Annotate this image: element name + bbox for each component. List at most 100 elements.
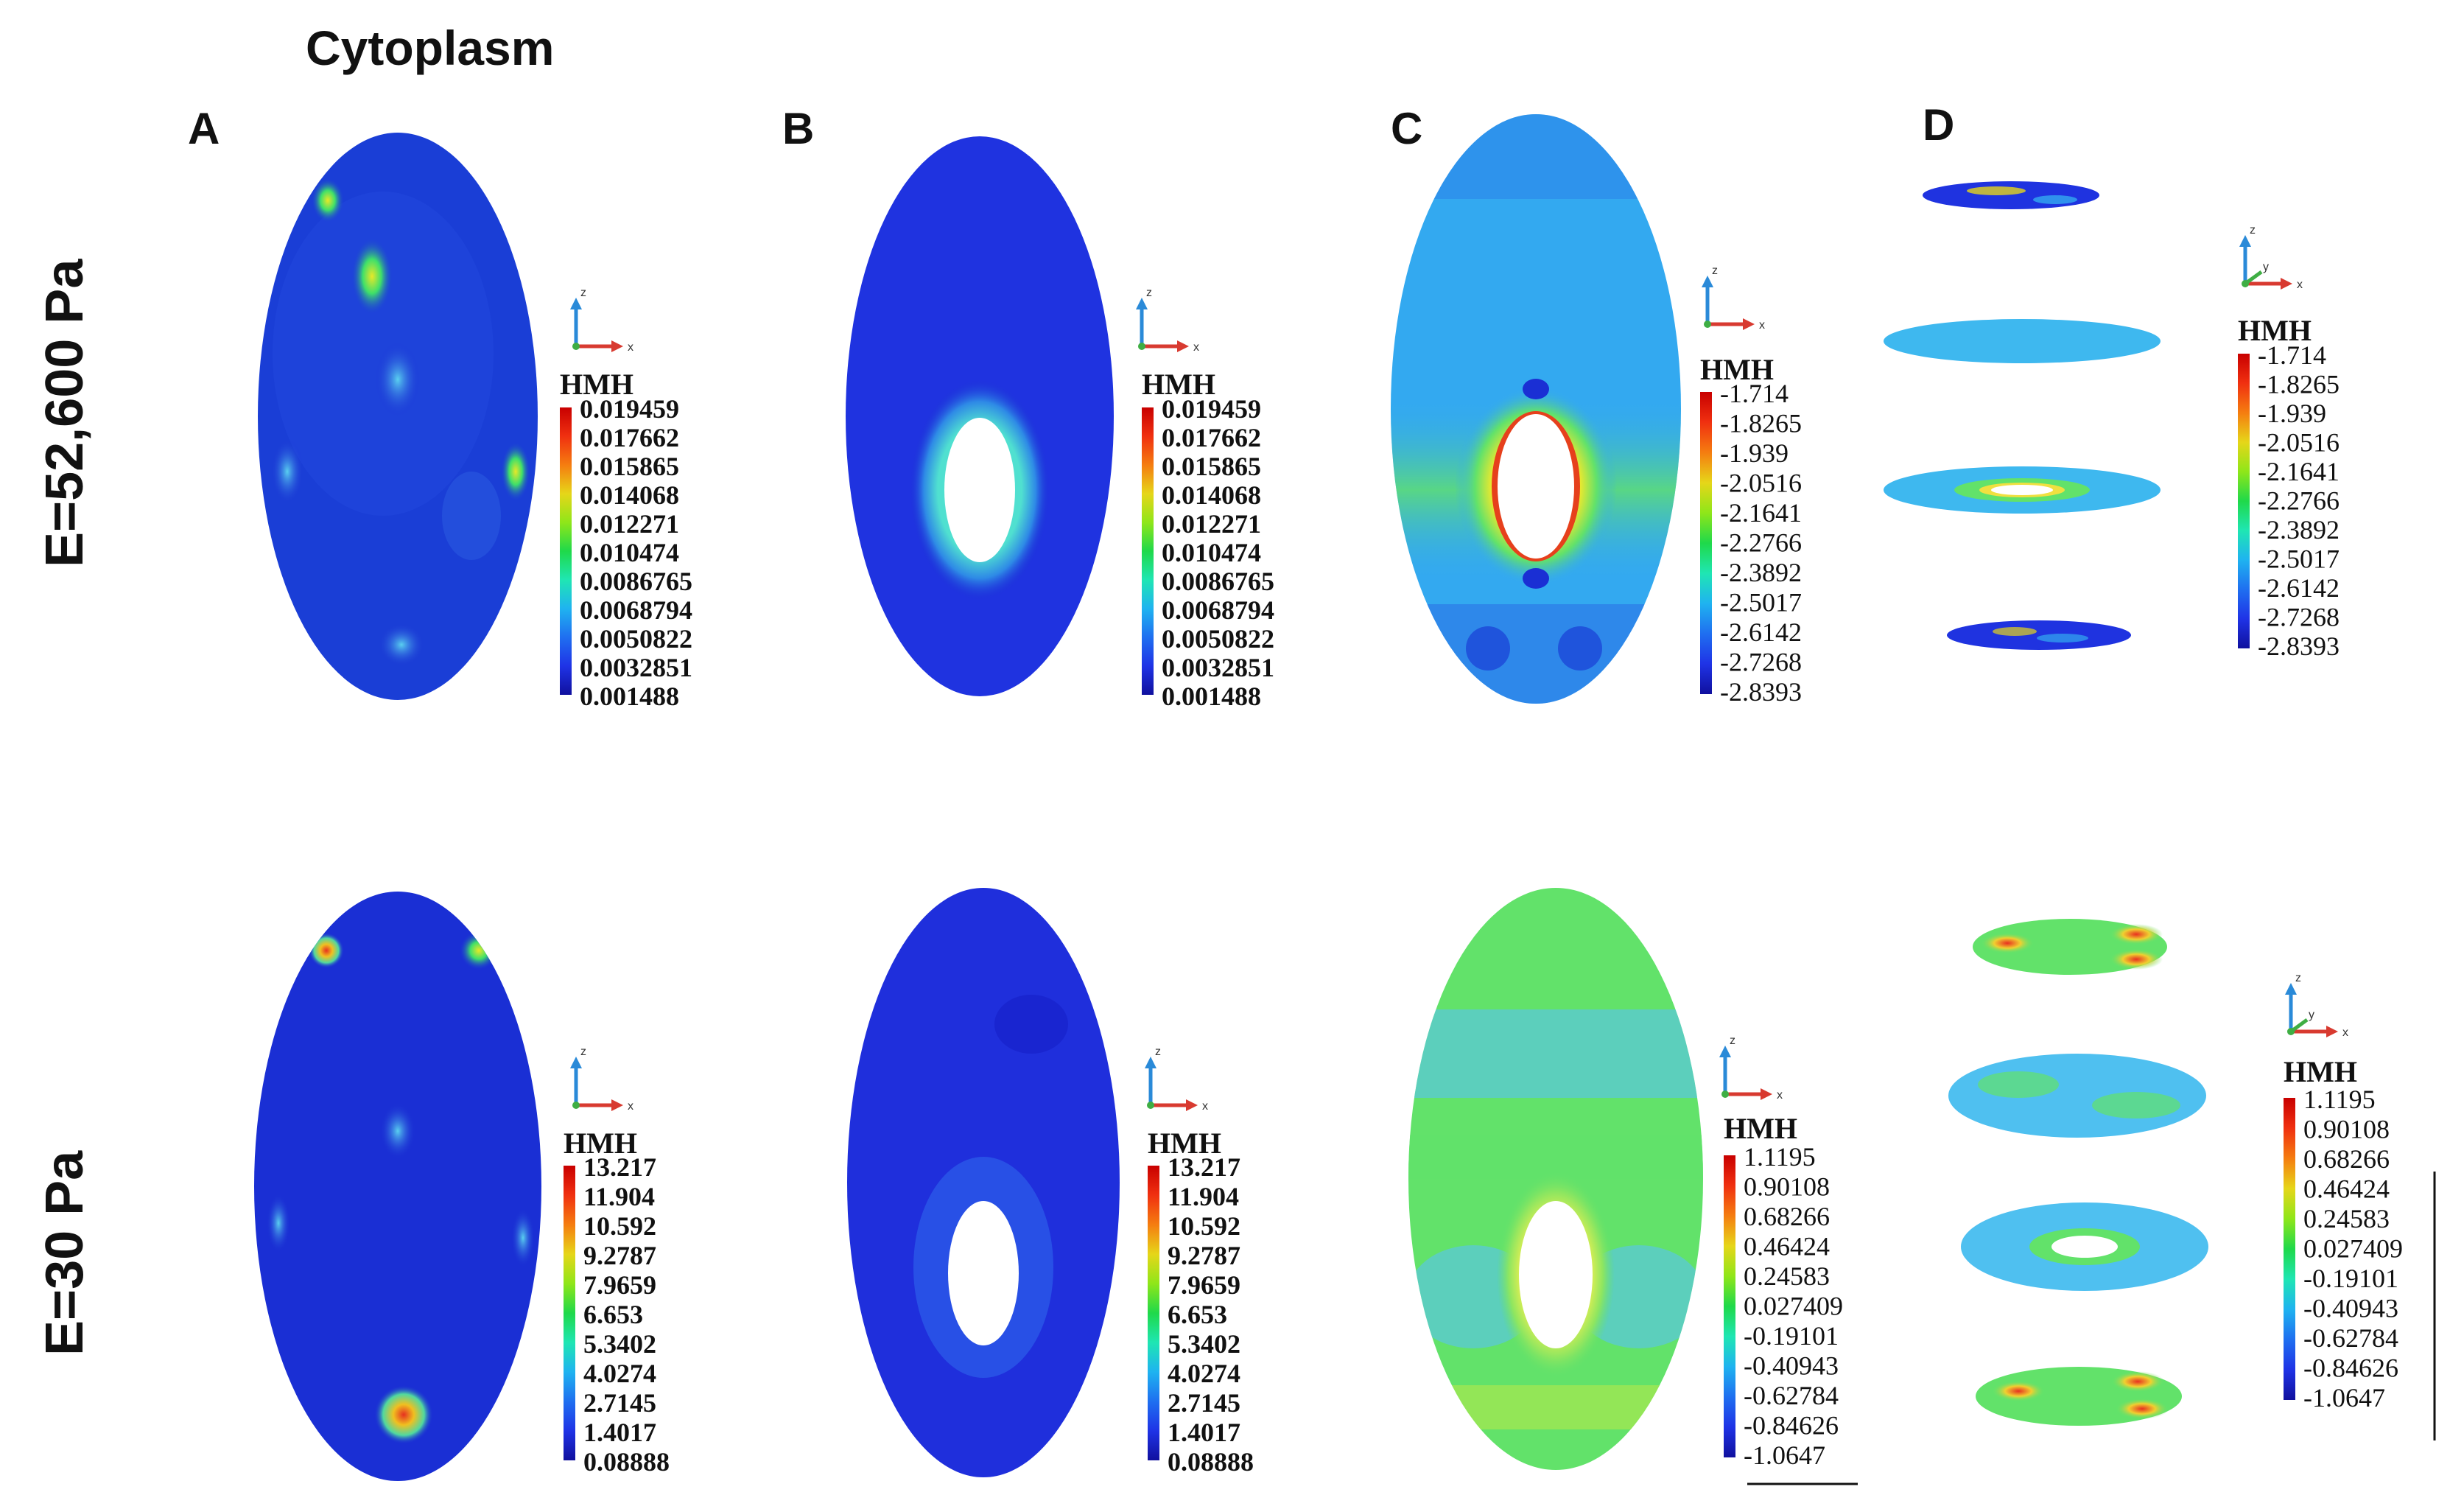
- legend-tick-label: -2.0516: [2258, 428, 2340, 458]
- legend-tick-label: 0.014068: [1162, 480, 1261, 510]
- legend-tick-label: -2.6142: [2258, 573, 2340, 603]
- plot-d-row1: [1884, 181, 2161, 650]
- legend-tick-label: 5.3402: [583, 1329, 656, 1359]
- legend-tick-label: 0.012271: [1162, 509, 1261, 539]
- legend-tick-label: 0.019459: [580, 394, 679, 424]
- legend-tick-label: -0.40943: [2303, 1294, 2398, 1323]
- legend-b2: HMH13.21711.90410.5929.27877.96596.6535.…: [1148, 1127, 1254, 1477]
- legend-d2: HMH1.11950.901080.682660.464240.245830.0…: [2284, 1055, 2403, 1412]
- legend-tick-label: 0.014068: [580, 480, 679, 510]
- legend-tick-label: -2.3892: [1720, 558, 1802, 587]
- legend-tick-label: -0.40943: [1744, 1351, 1839, 1381]
- axis-triad: zx: [1145, 1046, 1208, 1113]
- legend-tick-label: -2.8393: [2258, 631, 2340, 661]
- plot-c-row1: [1391, 114, 1681, 704]
- plot-d-row2: [1948, 919, 2208, 1426]
- axis-triad: y z x: [2239, 224, 2303, 291]
- legend-tick-label: 0.24583: [1744, 1261, 1830, 1291]
- legend-tick-label: 7.9659: [583, 1270, 656, 1300]
- legend-tick-label: 9.2787: [1168, 1241, 1240, 1270]
- panel-label-c: C: [1391, 104, 1422, 153]
- axis-triad: zx: [1136, 287, 1199, 354]
- legend-tick-label: -2.8393: [1720, 677, 1802, 707]
- legend-tick-label: 2.7145: [583, 1388, 656, 1418]
- plot-b-row1: [846, 136, 1114, 696]
- legend-tick-label: -0.84626: [1744, 1411, 1839, 1440]
- legends: HMH0.0194590.0176620.0158650.0140680.012…: [560, 314, 2403, 1477]
- legend-tick-label: -1.714: [1720, 379, 1789, 408]
- legend-tick-label: -1.0647: [2303, 1383, 2385, 1412]
- legend-tick-label: 0.017662: [1162, 423, 1261, 452]
- legend-tick-label: -0.62784: [1744, 1381, 1839, 1410]
- legend-tick-label: 0.001488: [580, 682, 679, 711]
- legend-tick-label: -2.7268: [2258, 603, 2340, 632]
- colorbar: [1142, 407, 1154, 695]
- legend-tick-label: -2.7268: [1720, 648, 1802, 677]
- legend-c2: HMH1.11950.901080.682660.464240.245830.0…: [1724, 1112, 1843, 1470]
- legend-tick-label: 6.653: [583, 1300, 643, 1329]
- legend-tick-label: 0.0068794: [580, 595, 692, 625]
- colorbar: [2284, 1098, 2295, 1400]
- plot-a-row1: [258, 133, 538, 700]
- triad-x-label: x: [1759, 319, 1765, 332]
- legend-tick-label: -1.939: [2258, 399, 2326, 428]
- legend-tick-label: 0.0086765: [1162, 567, 1274, 596]
- colorbar: [560, 407, 572, 695]
- legend-tick-label: -2.0516: [1720, 469, 1802, 498]
- panel-label-b: B: [782, 104, 814, 153]
- legend-tick-label: 0.001488: [1162, 682, 1261, 711]
- axis-triad: zx: [1702, 265, 1765, 332]
- plot-a-row2: [254, 892, 541, 1481]
- legend-tick-label: 0.68266: [1744, 1202, 1830, 1231]
- legend-tick-label: 0.019459: [1162, 394, 1261, 424]
- triad-x-label: x: [628, 341, 633, 354]
- legend-tick-label: 0.0068794: [1162, 595, 1274, 625]
- legend-tick-label: 0.08888: [583, 1447, 670, 1477]
- colorbar: [1148, 1166, 1159, 1460]
- legend-tick-label: 11.904: [1168, 1182, 1239, 1211]
- legend-tick-label: 0.08888: [1168, 1447, 1254, 1477]
- axis-triad: zx: [1719, 1034, 1783, 1102]
- triad-z-label: z: [1730, 1034, 1735, 1047]
- legend-tick-label: 7.9659: [1168, 1270, 1240, 1300]
- colorbar: [1724, 1155, 1735, 1457]
- legend-tick-label: 0.90108: [2303, 1115, 2390, 1144]
- legend-tick-label: 0.0032851: [1162, 653, 1274, 682]
- legend-a2: HMH13.21711.90410.5929.27877.96596.6535.…: [564, 1127, 670, 1477]
- legend-tick-label: 10.592: [1168, 1211, 1240, 1241]
- legend-tick-label: 0.015865: [1162, 452, 1261, 481]
- triad-z-label: z: [2250, 224, 2256, 237]
- legend-tick-label: 0.015865: [580, 452, 679, 481]
- legend-tick-label: 0.012271: [580, 509, 679, 539]
- legend-c1: HMH-1.714-1.8265-1.939-2.0516-2.1641-2.2…: [1700, 353, 1802, 707]
- legend-tick-label: 1.1195: [2303, 1085, 2376, 1114]
- legend-title: HMH: [1724, 1112, 1797, 1145]
- legend-tick-label: 0.010474: [580, 538, 679, 567]
- triad-x-label: x: [2297, 279, 2303, 291]
- triad-z-label: z: [1712, 265, 1718, 277]
- legend-tick-label: 0.0050822: [1162, 624, 1274, 654]
- legend-tick-label: 0.68266: [2303, 1144, 2390, 1174]
- legend-tick-label: 6.653: [1168, 1300, 1227, 1329]
- legend-tick-label: 13.217: [1168, 1152, 1240, 1182]
- legend-tick-label: -1.714: [2258, 340, 2326, 370]
- legend-tick-label: 4.0274: [583, 1359, 656, 1388]
- figure-title: Cytoplasm: [306, 21, 554, 75]
- triad-z-label: z: [2295, 972, 2301, 984]
- legend-tick-label: 0.027409: [2303, 1234, 2403, 1264]
- legend-tick-label: 0.010474: [1162, 538, 1261, 567]
- panel-label-a: A: [188, 104, 220, 153]
- legend-tick-label: -1.8265: [2258, 370, 2340, 399]
- legend-tick-label: 9.2787: [583, 1241, 656, 1270]
- legend-tick-label: -1.8265: [1720, 409, 1802, 438]
- legend-tick-label: 1.1195: [1744, 1142, 1816, 1172]
- axis-triad: y z x: [2285, 972, 2348, 1039]
- legend-tick-label: -2.5017: [2258, 545, 2340, 574]
- legend-title: HMH: [2284, 1055, 2357, 1088]
- legend-tick-label: 2.7145: [1168, 1388, 1240, 1418]
- triad-x-label: x: [1193, 341, 1199, 354]
- legend-tick-label: 0.017662: [580, 423, 679, 452]
- legend-tick-label: -2.2766: [2258, 486, 2340, 516]
